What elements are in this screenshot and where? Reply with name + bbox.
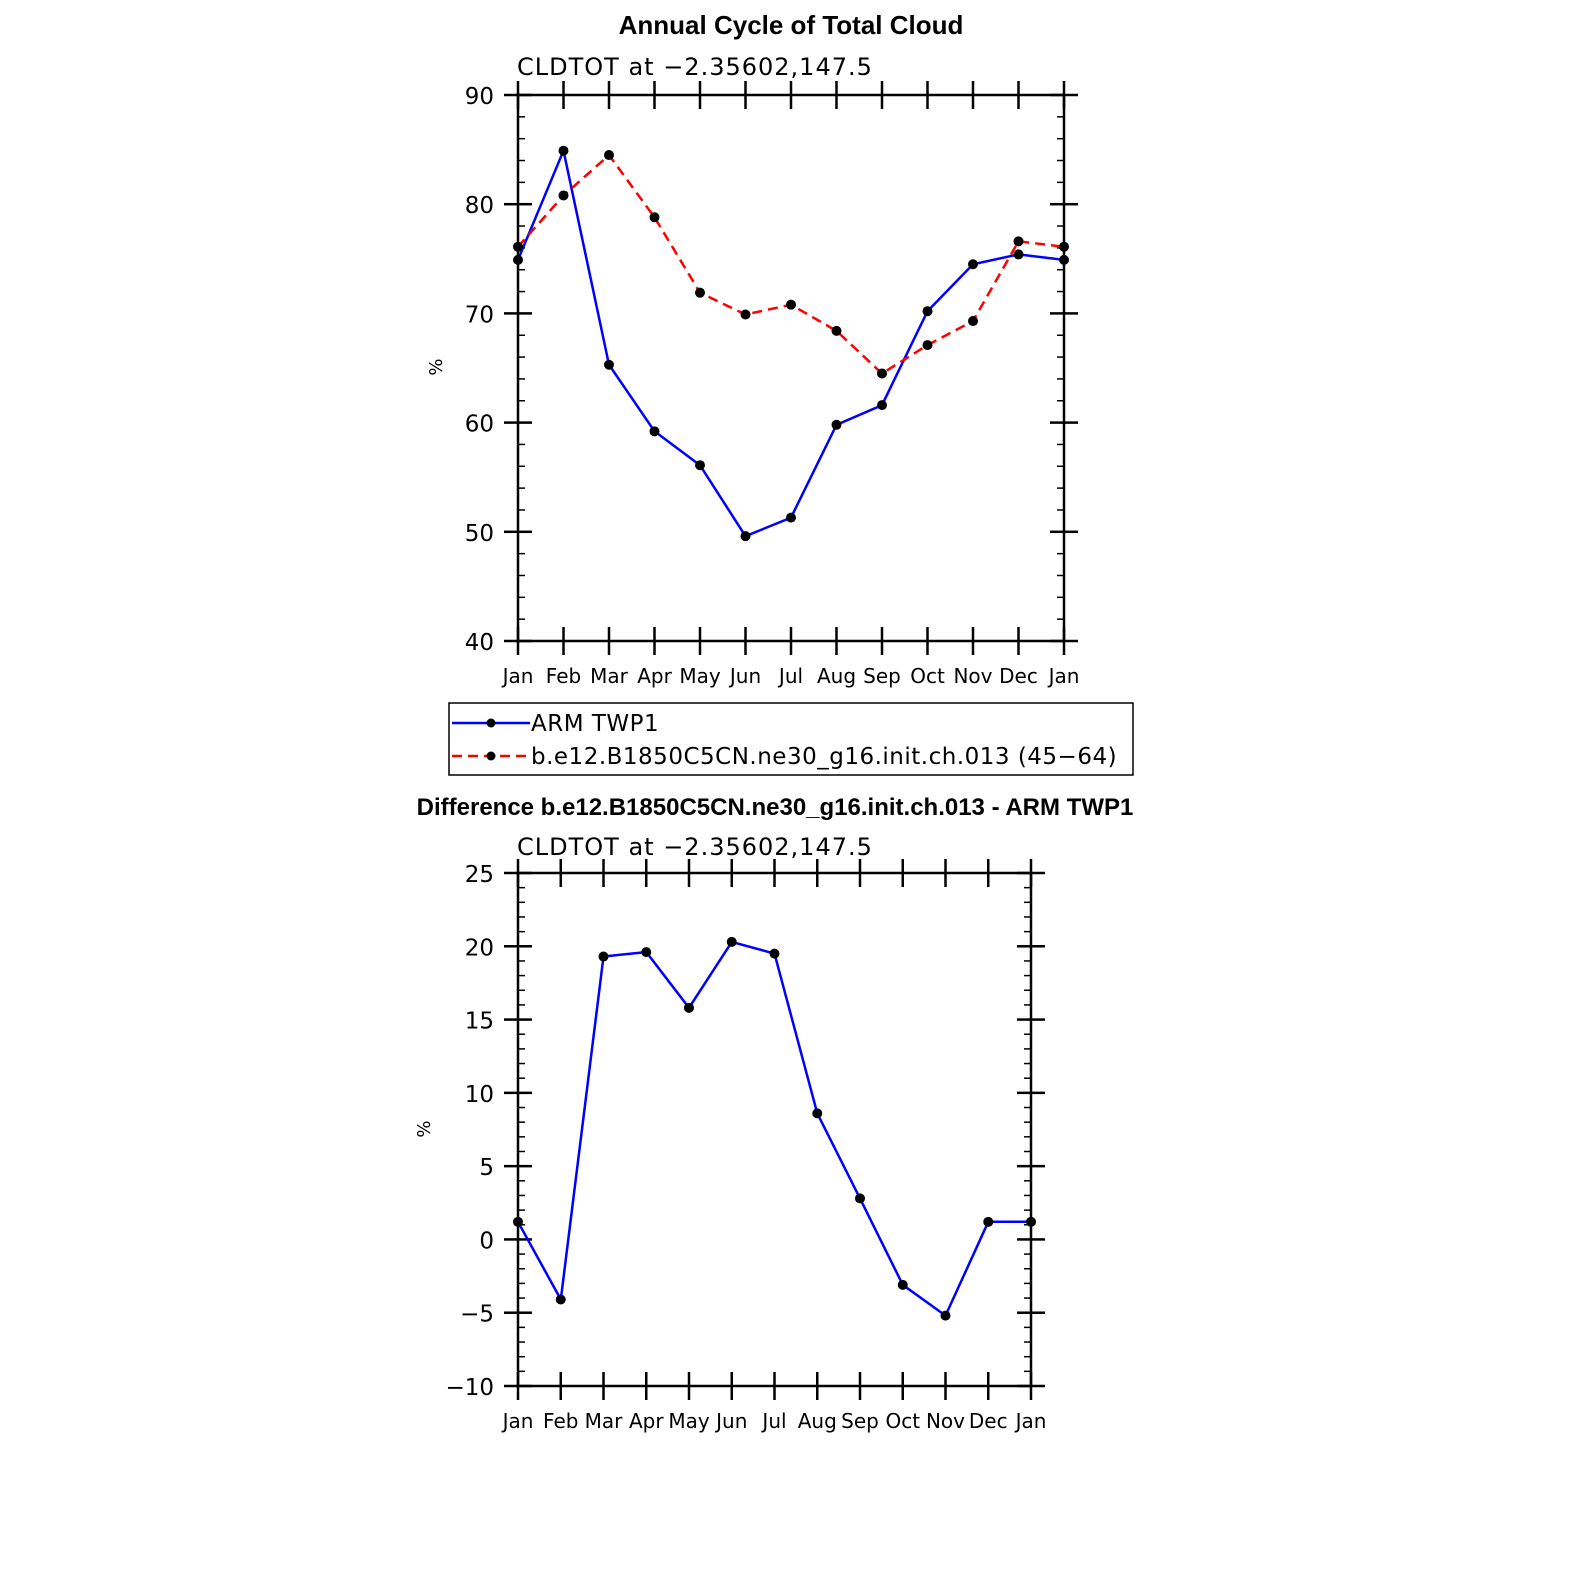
- top-xtick-label: May: [679, 664, 721, 688]
- legend-marker-model: [486, 751, 496, 761]
- bottom-xtick-label: Feb: [543, 1409, 578, 1433]
- top-series-1-point: [877, 368, 887, 379]
- top-series-1-point: [649, 212, 660, 223]
- bottom-xtick-label: Dec: [969, 1409, 1008, 1433]
- bottom-series-0-point: [1026, 1216, 1036, 1227]
- bottom-xtick-label: Jan: [501, 1409, 534, 1433]
- bottom-series-0-point: [513, 1216, 523, 1227]
- bottom-ytick-label: 0: [479, 1228, 494, 1254]
- top-chart-plot: 40 50 60 70 80 90 Jan Feb Mar Apr May Jun Jul Aug Sep O…: [465, 81, 1080, 688]
- bottom-series-0-point: [555, 1294, 566, 1305]
- bottom-series-0-point: [726, 936, 737, 947]
- top-series-0-point: [1013, 249, 1024, 260]
- top-series-0-point: [877, 400, 887, 411]
- top-xtick-label: Apr: [637, 664, 672, 688]
- bottom-xtick-label: Jun: [714, 1409, 747, 1433]
- top-series-1-point: [604, 150, 614, 161]
- top-series-1-point: [1059, 241, 1069, 252]
- top-series-0-point: [604, 359, 614, 370]
- top-series-0-point: [695, 460, 705, 471]
- bottom-xtick-label: Mar: [585, 1409, 624, 1433]
- bottom-chart-plot: −10 −5 0 5 10 15 20 25 Jan Feb Mar Apr May Jun Jul Aug S…: [445, 859, 1046, 1433]
- top-ytick-label: 70: [465, 302, 494, 328]
- bottom-chart-subtitle: CLDTOT at −2.35602,147.5: [517, 833, 873, 861]
- bottom-xtick-label: Nov: [926, 1409, 965, 1433]
- bottom-xtick-label: Aug: [798, 1409, 837, 1433]
- bottom-series-0-point: [940, 1310, 951, 1321]
- top-xtick-label: Nov: [953, 664, 992, 688]
- top-ytick-label: 60: [465, 412, 494, 438]
- bottom-series-0-line: [516, 940, 1031, 1318]
- bottom-series-0-point: [897, 1279, 908, 1290]
- bottom-series-0-point: [769, 948, 780, 959]
- top-xtick-label: Jan: [1047, 664, 1080, 688]
- top-xtick-label: Dec: [999, 664, 1038, 688]
- top-series-1-line: [517, 153, 1065, 376]
- top-ytick-label: 80: [465, 193, 494, 219]
- bottom-ytick-label: 20: [465, 935, 494, 961]
- bottom-series-0-point: [983, 1216, 994, 1227]
- top-series-0-point: [786, 512, 796, 523]
- top-series-0-point: [831, 419, 842, 430]
- top-series-0-point: [649, 426, 660, 437]
- top-xtick-label: Mar: [590, 664, 629, 688]
- top-xtick-label: Jun: [728, 664, 761, 688]
- top-series-1-point: [831, 325, 842, 336]
- bottom-series-0-point: [812, 1108, 823, 1119]
- bottom-ytick-label: 15: [465, 1009, 494, 1035]
- top-ytick-label: 50: [465, 521, 494, 547]
- bottom-series-0-point: [598, 951, 609, 962]
- bottom-xtick-label: May: [668, 1409, 710, 1433]
- top-series-0-point: [968, 259, 978, 270]
- top-chart-legend: ARM TWP1 b.e12.B1850C5CN.ne30_g16.init.c…: [448, 702, 1134, 776]
- bottom-ytick-label: 5: [479, 1155, 494, 1181]
- top-xtick-label: Oct: [910, 664, 945, 688]
- top-xtick-label: Sep: [863, 664, 901, 688]
- top-series-0-point: [558, 145, 569, 156]
- top-series-1-point: [968, 316, 978, 327]
- bottom-xtick-label: Oct: [885, 1409, 920, 1433]
- top-series-1-point: [695, 287, 705, 298]
- bottom-chart-ylabel: %: [414, 1120, 435, 1137]
- legend-marker-arm-twp1: [486, 718, 496, 728]
- bottom-series-0-point: [684, 1002, 694, 1013]
- top-ytick-label: 40: [465, 630, 494, 656]
- bottom-series-0-point: [855, 1193, 865, 1204]
- bottom-series-0-point: [641, 947, 652, 958]
- top-series-0-point: [513, 254, 523, 265]
- bottom-chart-title: Difference b.e12.B1850C5CN.ne30_g16.init…: [417, 794, 1134, 821]
- top-chart-title: Annual Cycle of Total Cloud: [619, 10, 964, 40]
- top-series-1-point: [922, 340, 933, 351]
- top-xtick-label: Feb: [546, 664, 581, 688]
- top-series-1-point: [786, 299, 796, 310]
- top-series-1-point: [1013, 236, 1024, 247]
- top-series-0-line: [516, 146, 1065, 538]
- top-series-1-point: [558, 190, 569, 201]
- bottom-xtick-label: Jul: [760, 1409, 786, 1433]
- top-xtick-label: Aug: [817, 664, 856, 688]
- top-series-1-point: [740, 309, 751, 320]
- legend-box: [448, 702, 1134, 776]
- bottom-ytick-label: −10: [445, 1375, 494, 1401]
- bottom-xtick-label: Apr: [629, 1409, 664, 1433]
- bottom-xtick-label: Jan: [1014, 1409, 1047, 1433]
- top-ytick-label: 90: [465, 84, 494, 110]
- legend-label-arm-twp1: ARM TWP1: [531, 711, 659, 737]
- bottom-ytick-label: 25: [465, 862, 494, 888]
- top-chart-ylabel: %: [426, 358, 447, 375]
- bottom-ytick-label: −5: [460, 1302, 494, 1328]
- top-series-0-point: [740, 531, 751, 542]
- top-series-1-point: [513, 241, 523, 252]
- top-plot-frame: [516, 93, 1066, 643]
- top-xtick-label: Jan: [501, 664, 534, 688]
- top-series-0-point: [1059, 254, 1069, 265]
- bottom-xtick-label: Sep: [841, 1409, 879, 1433]
- top-xtick-label: Jul: [777, 664, 803, 688]
- bottom-ytick-label: 10: [465, 1082, 494, 1108]
- top-chart-subtitle: CLDTOT at −2.35602,147.5: [517, 53, 873, 81]
- legend-label-model: b.e12.B1850C5CN.ne30_g16.init.ch.013 (45…: [531, 744, 1117, 770]
- top-series-0-point: [922, 306, 933, 317]
